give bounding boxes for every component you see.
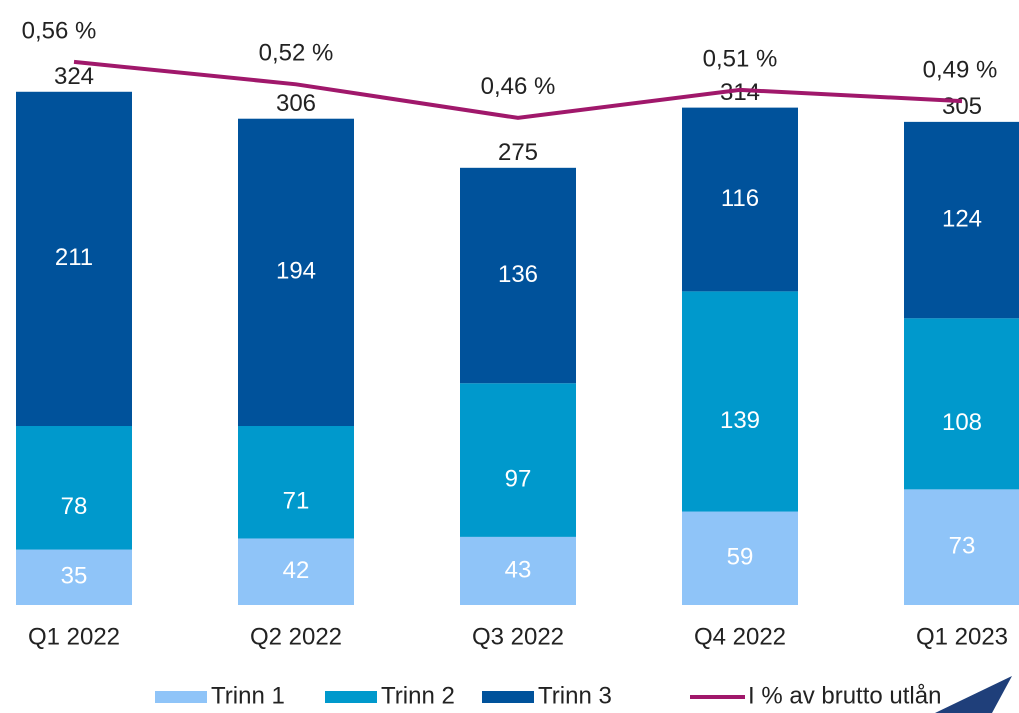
line-value-label: 0,49 % xyxy=(923,56,998,83)
bar-segment xyxy=(904,318,1019,490)
bar-segment xyxy=(460,383,576,537)
bar-segment xyxy=(238,538,354,605)
line-value-label: 0,52 % xyxy=(259,40,334,67)
total-label: 305 xyxy=(942,93,982,120)
legend-label: Trinn 3 xyxy=(538,682,612,709)
bar-value-label: 211 xyxy=(55,244,93,271)
bar-segment xyxy=(904,121,1019,319)
bar-value-label: 97 xyxy=(505,465,532,492)
bar-segment xyxy=(16,426,132,550)
bar-segment xyxy=(682,511,798,605)
bar-segment xyxy=(238,426,354,539)
x-tick-label: Q1 2023 xyxy=(916,623,1008,650)
bar-segment xyxy=(16,549,132,605)
line-value-label: 0,56 % xyxy=(22,17,97,44)
bar-value-label: 78 xyxy=(61,493,88,520)
line-value-label: 0,51 % xyxy=(703,45,778,72)
bar-value-label: 35 xyxy=(61,563,88,590)
legend-label: I % av brutto utlån xyxy=(748,682,941,709)
x-tick-label: Q2 2022 xyxy=(250,623,342,650)
legend-label: Trinn 2 xyxy=(381,682,455,709)
bar-value-label: 124 xyxy=(942,205,982,232)
bar-value-label: 136 xyxy=(498,261,538,288)
bar-segment xyxy=(682,291,798,512)
bar-value-label: 139 xyxy=(720,407,760,434)
legend-swatch xyxy=(325,691,377,703)
line-value-label: 0,46 % xyxy=(481,73,556,100)
x-tick-label: Q4 2022 xyxy=(694,623,786,650)
bar-segment xyxy=(460,167,576,384)
bar-segment xyxy=(904,489,1019,605)
bar-segment xyxy=(460,536,576,605)
bar-value-label: 108 xyxy=(942,409,982,436)
line xyxy=(73,59,963,120)
total-label: 306 xyxy=(276,90,316,117)
legend-swatch xyxy=(155,691,207,703)
bar-segment xyxy=(16,91,132,427)
legend-label: Trinn 1 xyxy=(211,682,285,709)
legend-swatch xyxy=(482,691,534,703)
bar-value-label: 194 xyxy=(276,258,316,285)
bar-value-label: 42 xyxy=(283,557,310,584)
total-label: 275 xyxy=(498,139,538,166)
corner-logo xyxy=(935,676,1012,713)
total-label: 324 xyxy=(54,63,94,90)
x-tick-label: Q3 2022 xyxy=(472,623,564,650)
bar-value-label: 59 xyxy=(727,544,754,571)
bar-value-label: 71 xyxy=(283,488,310,515)
bar-value-label: 116 xyxy=(721,185,759,212)
bar-segment xyxy=(682,107,798,292)
bar-segment xyxy=(238,118,354,427)
bar-value-label: 43 xyxy=(505,556,532,583)
bar-value-label: 73 xyxy=(949,533,976,560)
x-tick-label: Q1 2022 xyxy=(28,623,120,650)
